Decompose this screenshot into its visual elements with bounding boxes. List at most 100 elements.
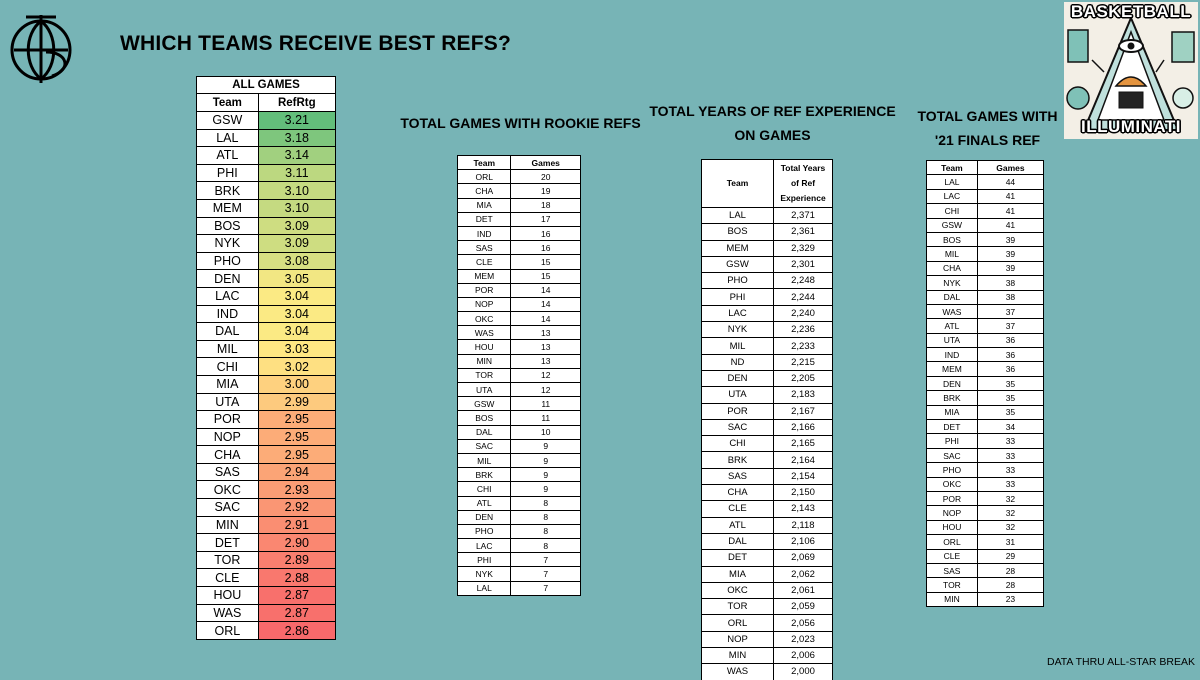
value-cell: 35 bbox=[976, 375, 1045, 392]
team-cell: SAS bbox=[456, 240, 512, 256]
team-cell: DET bbox=[926, 419, 978, 435]
team-cell: GSW bbox=[926, 217, 978, 233]
basketball-illuminati-logo: BASKETBALL ILLUMINATI bbox=[1064, 2, 1198, 139]
value-cell: 7 bbox=[510, 566, 581, 582]
team-cell: TOR bbox=[456, 367, 512, 384]
team-cell: HOU bbox=[456, 339, 512, 355]
team-cell: WAS bbox=[196, 603, 259, 623]
page-title: WHICH TEAMS RECEIVE BEST REFS? bbox=[120, 32, 512, 55]
table-row: TOR 2,059 bbox=[701, 598, 833, 616]
column-header-games: Games bbox=[976, 159, 1045, 176]
table-row: SAC 2.92 bbox=[196, 498, 337, 517]
table-row: ORL 2.86 bbox=[196, 621, 337, 640]
team-cell: OKC bbox=[196, 480, 259, 500]
column-header-refrtg: RefRtg bbox=[257, 93, 337, 112]
team-cell: UTA bbox=[456, 381, 512, 398]
team-cell: MIA bbox=[926, 404, 978, 421]
value-cell: 20 bbox=[510, 169, 581, 185]
table-title: ALL GAMES bbox=[196, 76, 336, 94]
value-cell: 35 bbox=[976, 390, 1045, 406]
table-row: NOP 2.95 bbox=[196, 427, 337, 447]
team-cell: MEM bbox=[196, 198, 259, 218]
table-row: MIN 2.91 bbox=[196, 515, 337, 535]
rookie-refs-table: Team Games ORL 20 CHA 19 MIA 18 DET 17 IND 16 SAS 1… bbox=[456, 154, 581, 596]
team-cell: DET bbox=[456, 211, 512, 227]
table-row: MIL 39 bbox=[926, 246, 1045, 262]
value-cell: 28 bbox=[976, 577, 1045, 593]
value-cell: 3.03 bbox=[257, 339, 337, 359]
value-cell: 32 bbox=[976, 490, 1045, 507]
table-row: NOP 32 bbox=[926, 505, 1045, 521]
team-cell: CHA bbox=[926, 260, 978, 277]
team-cell: SAC bbox=[701, 418, 774, 437]
column-header-team: Team bbox=[196, 93, 259, 112]
value-cell: 2,056 bbox=[773, 614, 833, 632]
table-row: CHA 19 bbox=[456, 183, 581, 199]
table-row: MIL 3.03 bbox=[196, 339, 337, 359]
team-cell: MIL bbox=[456, 452, 512, 469]
value-cell: 13 bbox=[510, 339, 581, 355]
team-cell: DAL bbox=[196, 322, 259, 341]
team-cell: CHI bbox=[196, 357, 259, 376]
team-cell: ND bbox=[701, 353, 774, 371]
column-header-experience: Total Years of Ref Experience bbox=[773, 159, 833, 208]
value-cell: 14 bbox=[510, 282, 581, 298]
team-cell: GSW bbox=[456, 396, 512, 412]
team-cell: HOU bbox=[926, 519, 978, 536]
value-cell: 2.95 bbox=[257, 427, 337, 447]
team-cell: PHO bbox=[926, 462, 978, 478]
value-cell: 2,240 bbox=[773, 304, 833, 323]
table-row: OKC 14 bbox=[456, 311, 581, 327]
team-cell: DEN bbox=[196, 269, 259, 288]
value-cell: 2,150 bbox=[773, 484, 833, 502]
value-cell: 9 bbox=[510, 438, 581, 454]
brand-line-2: ILLUMINATI bbox=[1080, 117, 1182, 136]
team-cell: MIN bbox=[701, 647, 774, 665]
table-row: DEN 3.05 bbox=[196, 269, 337, 288]
team-cell: BOS bbox=[196, 216, 259, 236]
team-cell: UTA bbox=[926, 332, 978, 349]
team-cell: BRK bbox=[926, 390, 978, 406]
value-cell: 3.14 bbox=[257, 146, 337, 165]
table-row: POR 2,167 bbox=[701, 402, 833, 420]
brand-line-1: BASKETBALL bbox=[1070, 2, 1192, 21]
table-row: POR 32 bbox=[926, 490, 1045, 507]
value-cell: 2,167 bbox=[773, 402, 833, 420]
value-cell: 16 bbox=[510, 225, 581, 242]
value-cell: 9 bbox=[510, 481, 581, 497]
table-row: UTA 2.99 bbox=[196, 392, 337, 412]
team-cell: PHO bbox=[701, 272, 774, 290]
team-cell: DEN bbox=[456, 509, 512, 525]
value-cell: 3.09 bbox=[257, 234, 337, 253]
value-cell: 3.10 bbox=[257, 181, 337, 200]
team-cell: ORL bbox=[456, 169, 512, 185]
value-cell: 11 bbox=[510, 410, 581, 426]
team-cell: OKC bbox=[926, 476, 978, 492]
value-cell: 2,118 bbox=[773, 516, 833, 534]
value-cell: 2,166 bbox=[773, 418, 833, 437]
value-cell: 2.94 bbox=[257, 462, 337, 482]
table-row: PHI 33 bbox=[926, 433, 1045, 449]
table-row: MIA 18 bbox=[456, 197, 581, 213]
team-cell: PHI bbox=[701, 288, 774, 306]
team-cell: POR bbox=[456, 282, 512, 298]
value-cell: 2.91 bbox=[257, 515, 337, 535]
value-cell: 33 bbox=[976, 476, 1045, 492]
table-row: SAS 2,154 bbox=[701, 467, 833, 486]
value-cell: 37 bbox=[976, 318, 1045, 334]
value-cell: 34 bbox=[976, 419, 1045, 435]
value-cell: 2,000 bbox=[773, 663, 833, 680]
value-cell: 2,061 bbox=[773, 581, 833, 600]
table-row: SAS 2.94 bbox=[196, 462, 337, 482]
table-row: GSW 11 bbox=[456, 396, 581, 412]
table-row: SAS 28 bbox=[926, 562, 1045, 579]
team-cell: CLE bbox=[196, 568, 259, 588]
table-row: SAC 2,166 bbox=[701, 418, 833, 437]
table-row: OKC 33 bbox=[926, 476, 1045, 492]
value-cell: 2,023 bbox=[773, 630, 833, 649]
table-row: MIL 9 bbox=[456, 452, 581, 469]
table-row: MIL 2,233 bbox=[701, 337, 833, 355]
team-cell: PHI bbox=[456, 552, 512, 568]
team-cell: TOR bbox=[196, 550, 259, 570]
team-cell: BRK bbox=[196, 181, 259, 200]
